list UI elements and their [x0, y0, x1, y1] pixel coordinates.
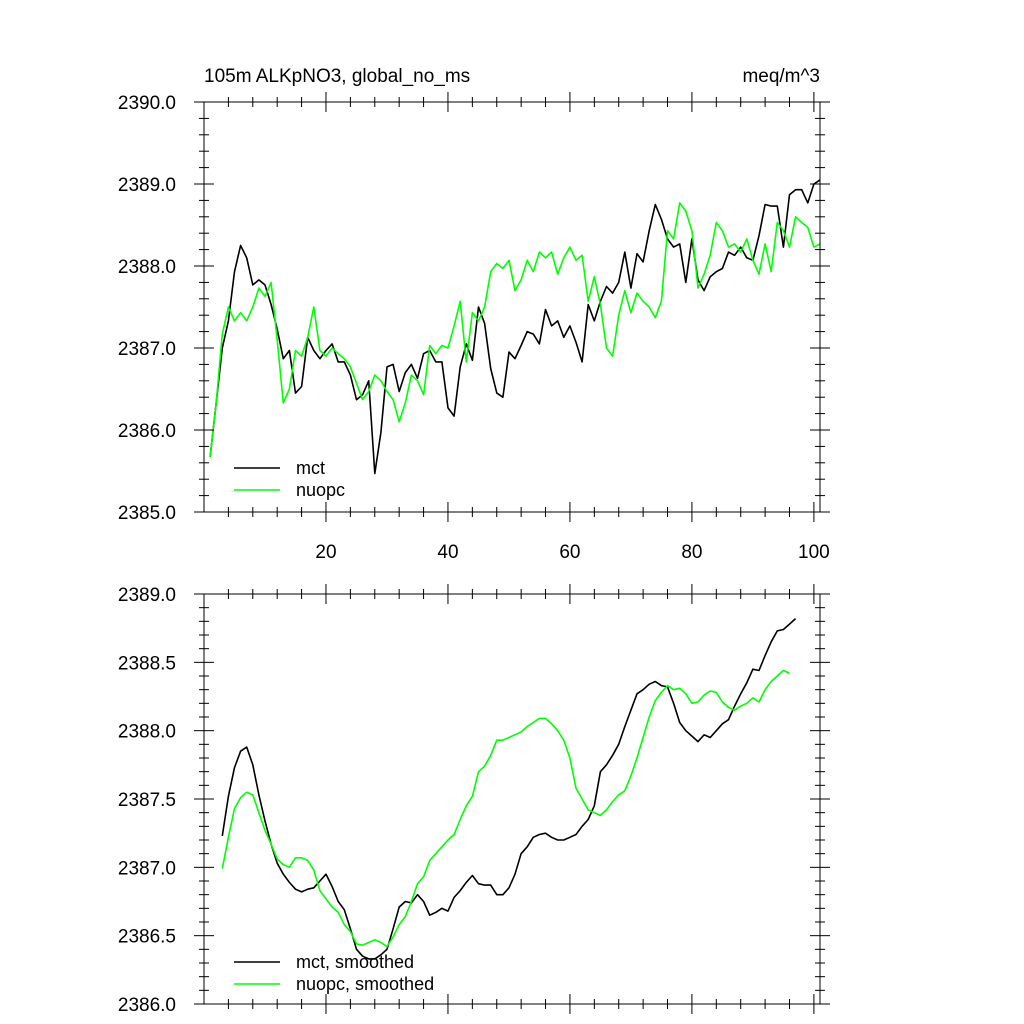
y-tick-label: 2388.0 — [118, 722, 176, 743]
y-tick-label: 2387.0 — [118, 858, 176, 879]
legend-label: mct, smoothed — [296, 952, 414, 972]
top-panel: 2385.0 2386.0 2387.0 2388.0 2389.0 2390.0 20 40… — [118, 66, 830, 563]
y-tick-label: 2387.5 — [118, 790, 176, 811]
y-tick-label: 2386.0 — [118, 995, 176, 1016]
legend-label: nuopc, smoothed — [296, 974, 434, 994]
y-tick-label: 2390.0 — [118, 93, 176, 114]
top-chart-units: meq/m^3 — [742, 66, 820, 87]
top-ticks-layer: 2385.0 2386.0 2387.0 2388.0 2389.0 2390.0 20 40… — [118, 92, 830, 563]
bottom-panel: 2386.0 2386.5 2387.0 2387.5 2388.0 2388.5 2389… — [118, 584, 830, 1016]
series-line-top-mct — [209, 179, 821, 475]
series-line-bottom-nuopc-smoothed — [221, 669, 790, 948]
x-tick-label: 100 — [798, 542, 830, 563]
y-tick-label: 2387.0 — [118, 339, 176, 360]
y-tick-label: 2389.0 — [118, 175, 176, 196]
y-tick-label: 2388.0 — [118, 257, 176, 278]
series-line-top-nuopc — [209, 202, 821, 458]
legend-label: mct — [296, 458, 325, 478]
y-tick-label: 2386.0 — [118, 421, 176, 442]
x-tick-label: 80 — [681, 542, 702, 563]
top-plot-frame — [203, 101, 821, 513]
bottom-ticks-layer: 2386.0 2386.5 2387.0 2387.5 2388.0 2388.5 2389… — [118, 584, 830, 1016]
bottom-series-layer — [221, 618, 797, 960]
top-chart-title: 105m ALKpNO3, global_no_ms — [204, 66, 470, 87]
y-tick-label: 2389.0 — [118, 585, 176, 606]
y-tick-label: 2388.5 — [118, 653, 176, 674]
legend-label: nuopc — [296, 480, 345, 500]
x-tick-label: 20 — [315, 542, 336, 563]
bottom-plot-frame — [203, 593, 821, 1005]
y-tick-label: 2386.5 — [118, 927, 176, 948]
top-series-layer — [209, 179, 821, 475]
y-tick-label: 2385.0 — [118, 503, 176, 524]
series-line-bottom-mct-smoothed — [221, 618, 797, 960]
x-tick-label: 60 — [559, 542, 580, 563]
x-tick-label: 40 — [437, 542, 458, 563]
